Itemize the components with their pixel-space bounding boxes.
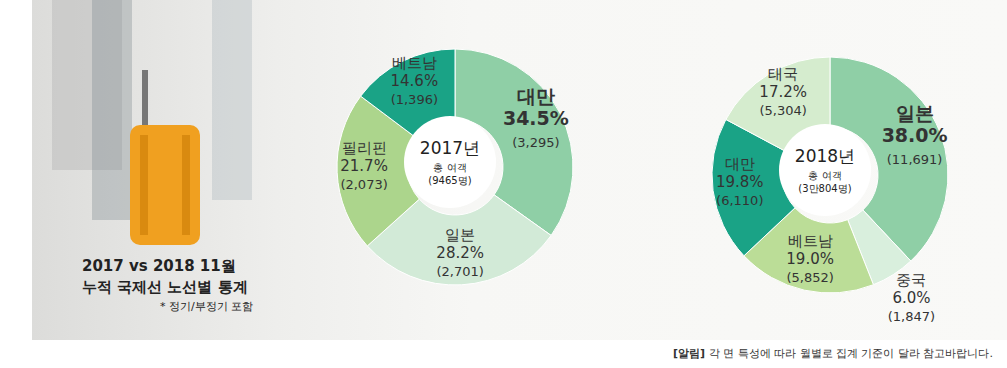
html-text:2017 vs 2018 11월: 2017 vs 2018 11월 <box>82 257 236 275</box>
svg-text:필리핀21.7%(2,073): 필리핀21.7%(2,073) <box>340 139 388 192</box>
svg-text:태국17.2%(5,304): 태국17.2%(5,304) <box>759 65 807 118</box>
svg-text:중국6.0%(1,847): 중국6.0%(1,847) <box>888 271 935 324</box>
svg-text:대만19.8%(6,110): 대만19.8%(6,110) <box>716 155 764 208</box>
html-text:누적 국제선 노선별 통계: 누적 국제선 노선별 통계 <box>82 278 248 296</box>
html-text:2018년: 2018년 <box>794 145 856 166</box>
html-text:* 정기/부정기 포함: * 정기/부정기 포함 <box>160 300 254 313</box>
html-text:(3만804명): (3만804명) <box>798 182 852 194</box>
svg-text:베트남19.0%(5,852): 베트남19.0%(5,852) <box>786 232 834 285</box>
svg-text:대만34.5%(3,295): 대만34.5%(3,295) <box>503 85 569 150</box>
html-text:[알림] 각 면 특성에 따라 월별로 집계 기준이 달라: [알림] 각 면 특성에 따라 월별로 집계 기준이 달라 참고바랍니다. <box>673 347 993 360</box>
html-text:총 여객: 총 여객 <box>808 169 842 181</box>
svg-text:일본28.2%(2,701): 일본28.2%(2,701) <box>436 226 484 279</box>
html-text:(9465명): (9465명) <box>428 174 472 186</box>
html-text:2017년: 2017년 <box>419 137 481 158</box>
html-text:총 여객: 총 여객 <box>433 161 467 173</box>
svg-text:베트남14.6%(1,396): 베트남14.6%(1,396) <box>391 54 439 107</box>
svg-text:일본38.0%(11,691): 일본38.0%(11,691) <box>882 102 948 167</box>
